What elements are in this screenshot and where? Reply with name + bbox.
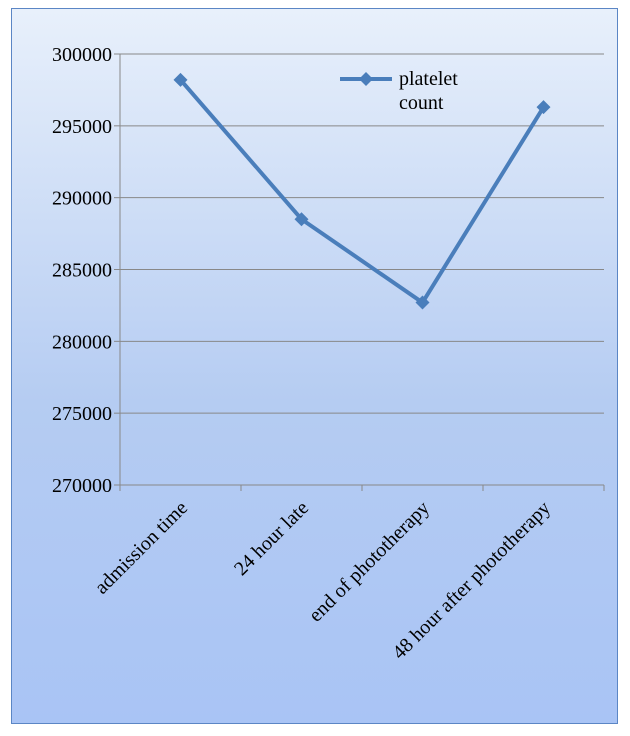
gridlines xyxy=(120,53,604,414)
series-line-platelet-count xyxy=(178,78,546,305)
y-tick-labels: 300000 295000 290000 285000 280000 275000 2700… xyxy=(52,44,112,497)
y-tick-label: 285000 xyxy=(52,260,112,282)
data-point xyxy=(173,72,188,87)
legend-label: platelet count xyxy=(399,68,458,114)
chart-frame xyxy=(11,8,618,724)
y-tick-label: 295000 xyxy=(52,116,112,138)
data-point xyxy=(415,295,430,310)
series-layer xyxy=(173,72,551,310)
legend-label-line: platelet xyxy=(399,68,458,90)
x-tick-label: end of phototherapy xyxy=(305,497,434,626)
axes xyxy=(114,53,605,491)
legend-marker xyxy=(359,72,373,86)
x-tick-label: admission time xyxy=(90,497,192,599)
legend: platelet count xyxy=(340,68,458,114)
y-tick-label: 290000 xyxy=(52,188,112,210)
legend-label-line: count xyxy=(399,92,444,114)
y-tick-label: 280000 xyxy=(52,331,112,353)
y-tick-label: 270000 xyxy=(52,475,112,497)
y-tick-label: 300000 xyxy=(52,44,112,66)
x-tick-label: 24 hour late xyxy=(230,497,313,580)
y-tick-label: 275000 xyxy=(52,403,112,425)
data-point xyxy=(294,212,309,227)
data-point xyxy=(536,100,551,115)
